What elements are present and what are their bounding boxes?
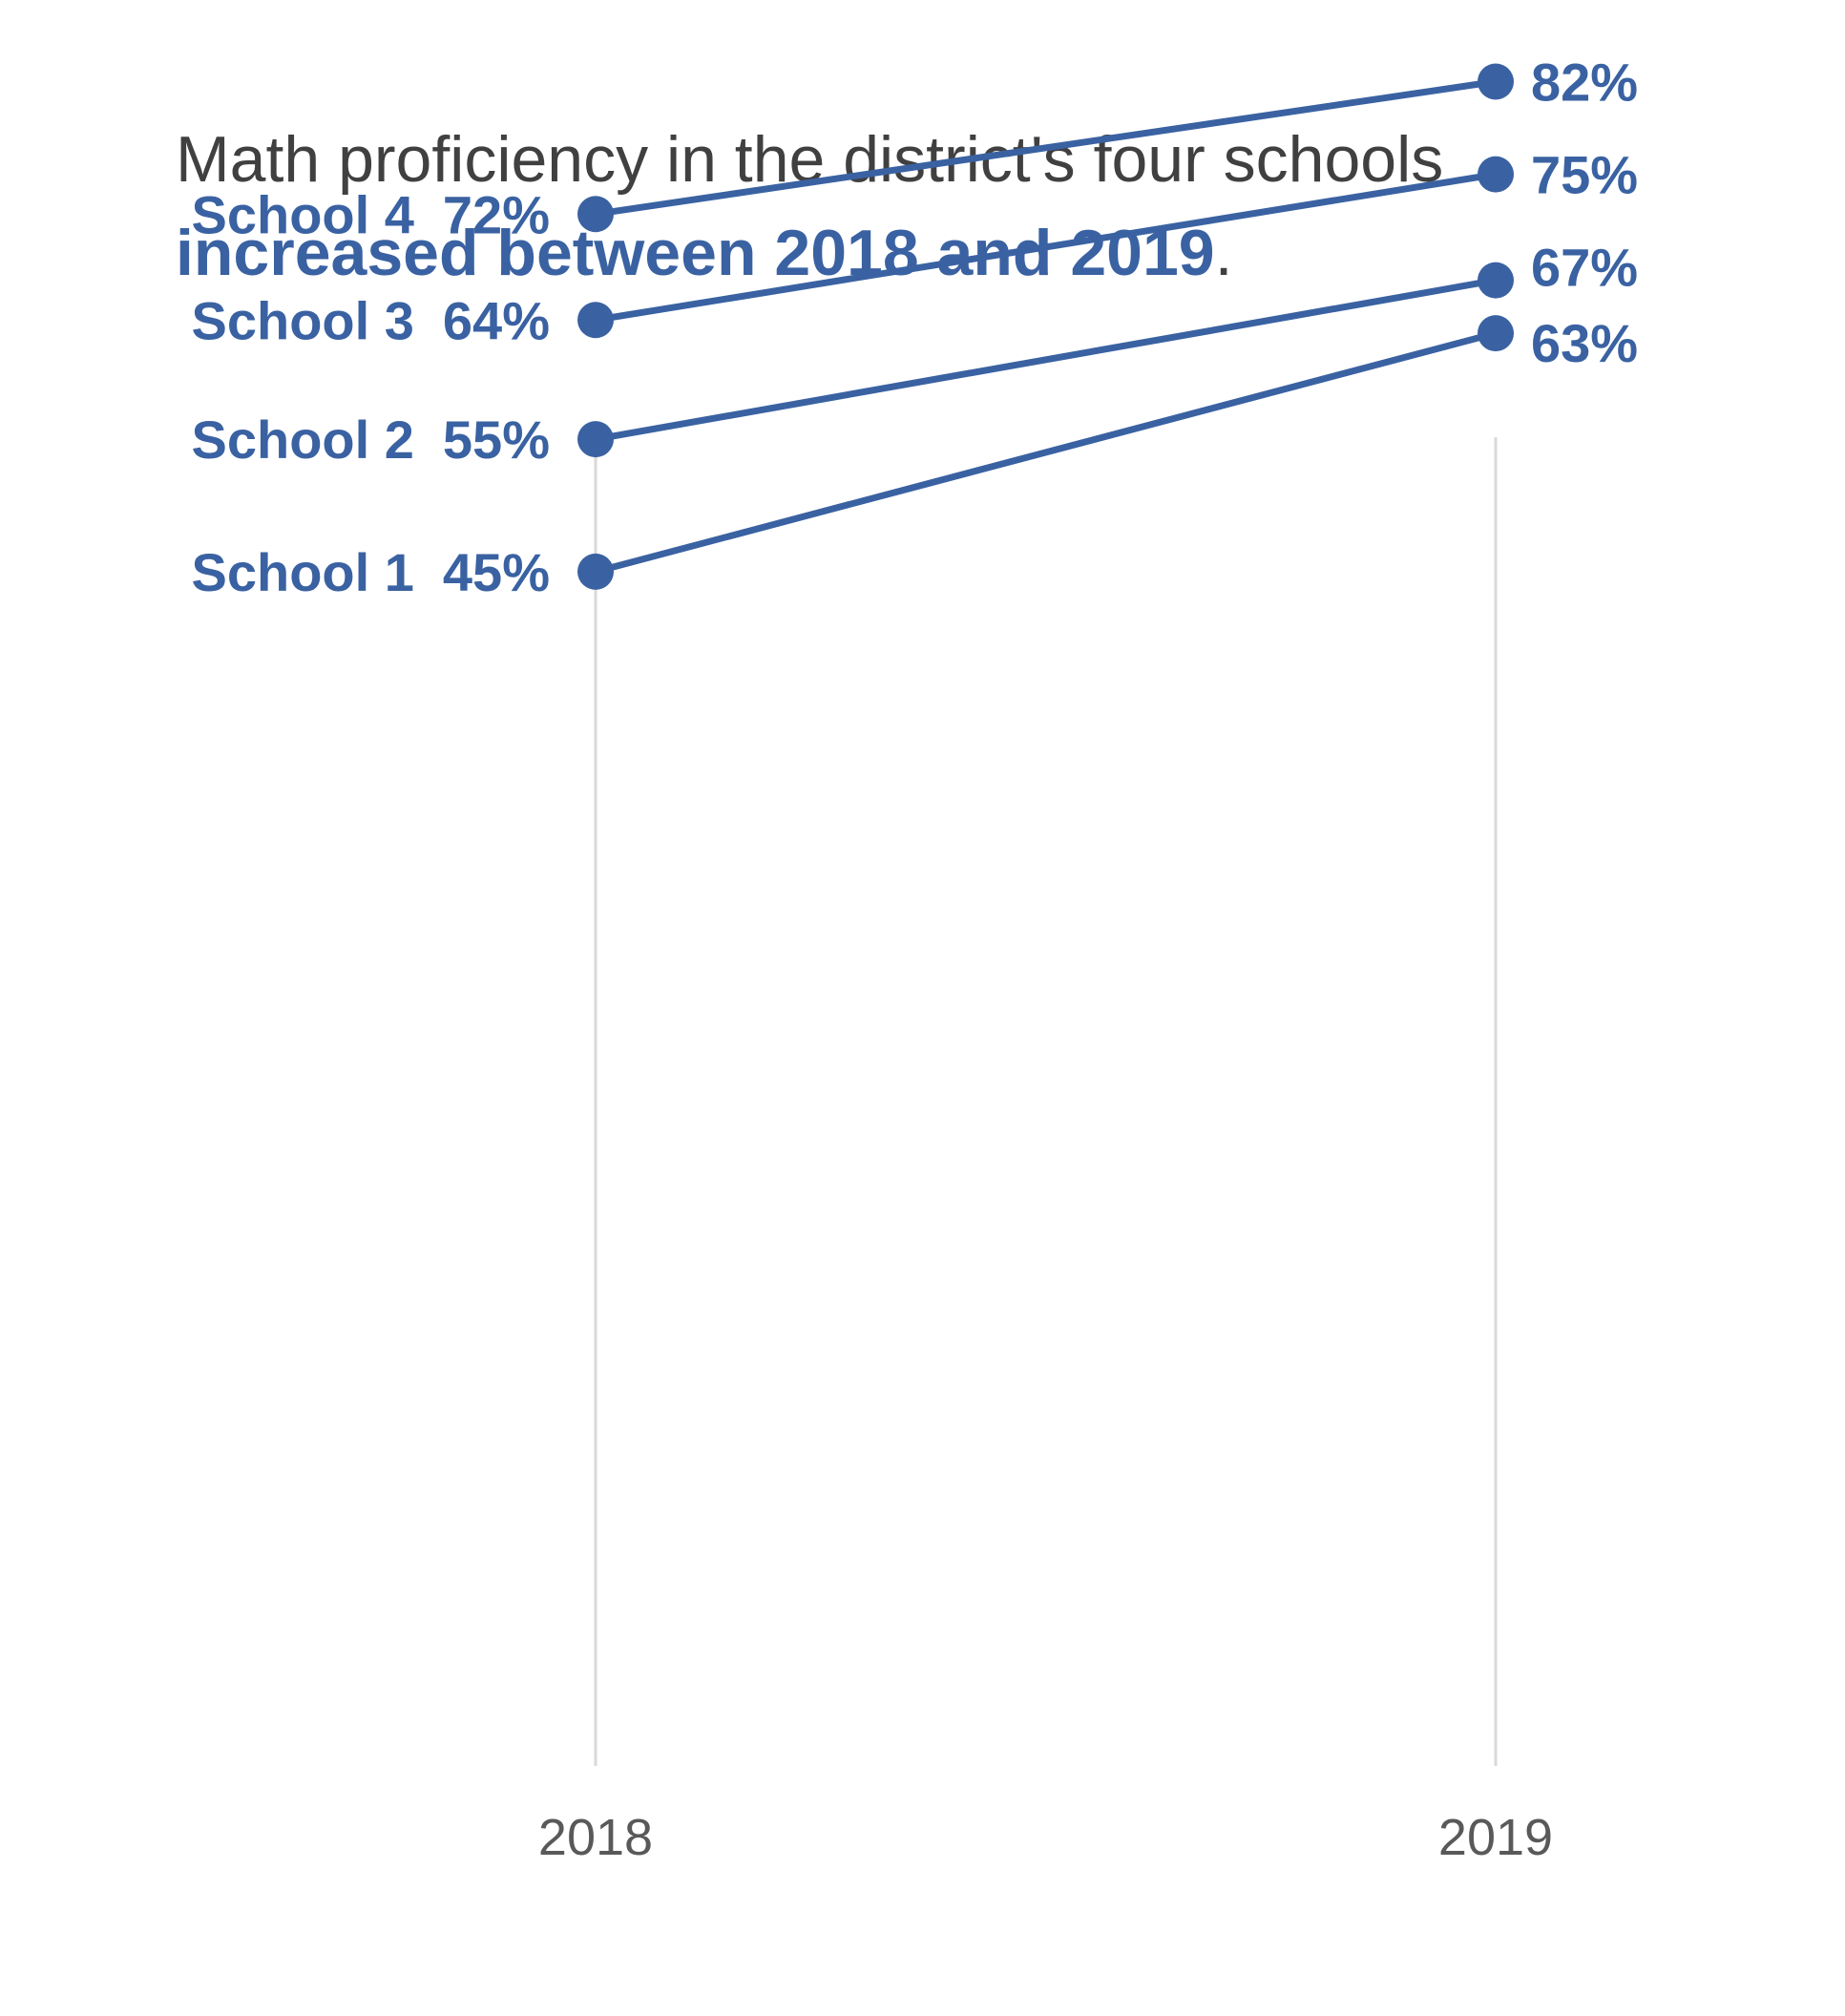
series-lines xyxy=(592,78,1499,576)
title-suffix: . xyxy=(1214,217,1233,289)
tick-label-2019: 2019 xyxy=(1438,1809,1553,1866)
line-school-1 xyxy=(592,329,1499,576)
series-name: School 1 xyxy=(192,542,414,602)
label-school-3-2018: School 3 64% xyxy=(192,290,550,350)
chart-title: Math proficiency in the district's four … xyxy=(176,113,1443,300)
line-school-3 xyxy=(592,171,1499,324)
tick-label-2018: 2018 xyxy=(538,1809,653,1866)
point-school-3-2019 xyxy=(1478,156,1514,193)
start-value: 64% xyxy=(443,290,550,350)
series-dots xyxy=(577,63,1514,590)
point-school-1-2018 xyxy=(577,553,614,590)
series-name: School 4 xyxy=(192,184,414,244)
label-school-1-2018: School 1 45% xyxy=(192,542,550,602)
start-value: 55% xyxy=(443,410,550,470)
label-school-2-2018: School 2 55% xyxy=(192,410,550,470)
series-name: School 2 xyxy=(192,410,414,470)
point-school-2-2018 xyxy=(577,421,614,458)
title-line-2: increased between 2018 and 2019. xyxy=(176,206,1443,300)
x-tick-labels: 2018 2019 xyxy=(538,1809,1553,1866)
label-school-4-2018: School 4 72% xyxy=(192,184,550,244)
start-value: 45% xyxy=(443,542,550,602)
point-school-2-2019 xyxy=(1478,262,1514,299)
point-school-4-2018 xyxy=(577,196,614,233)
label-school-1-2019: 63% xyxy=(1531,313,1638,373)
label-school-2-2019: 67% xyxy=(1531,238,1638,298)
line-school-2 xyxy=(592,277,1499,443)
axes xyxy=(594,437,1498,1766)
data-labels: School 4 72% 82% School 3 64% 75% School 2 55% 6… xyxy=(192,52,1639,602)
point-school-3-2018 xyxy=(577,302,614,339)
point-school-1-2019 xyxy=(1478,315,1514,352)
series-name: School 3 xyxy=(192,290,414,350)
start-value: 72% xyxy=(443,184,550,244)
line-school-4 xyxy=(592,78,1499,218)
label-school-4-2019: 82% xyxy=(1531,52,1638,113)
title-emphasis: increased between 2018 and 2019 xyxy=(176,217,1215,289)
label-school-3-2019: 75% xyxy=(1531,145,1638,205)
point-school-4-2019 xyxy=(1478,63,1514,100)
